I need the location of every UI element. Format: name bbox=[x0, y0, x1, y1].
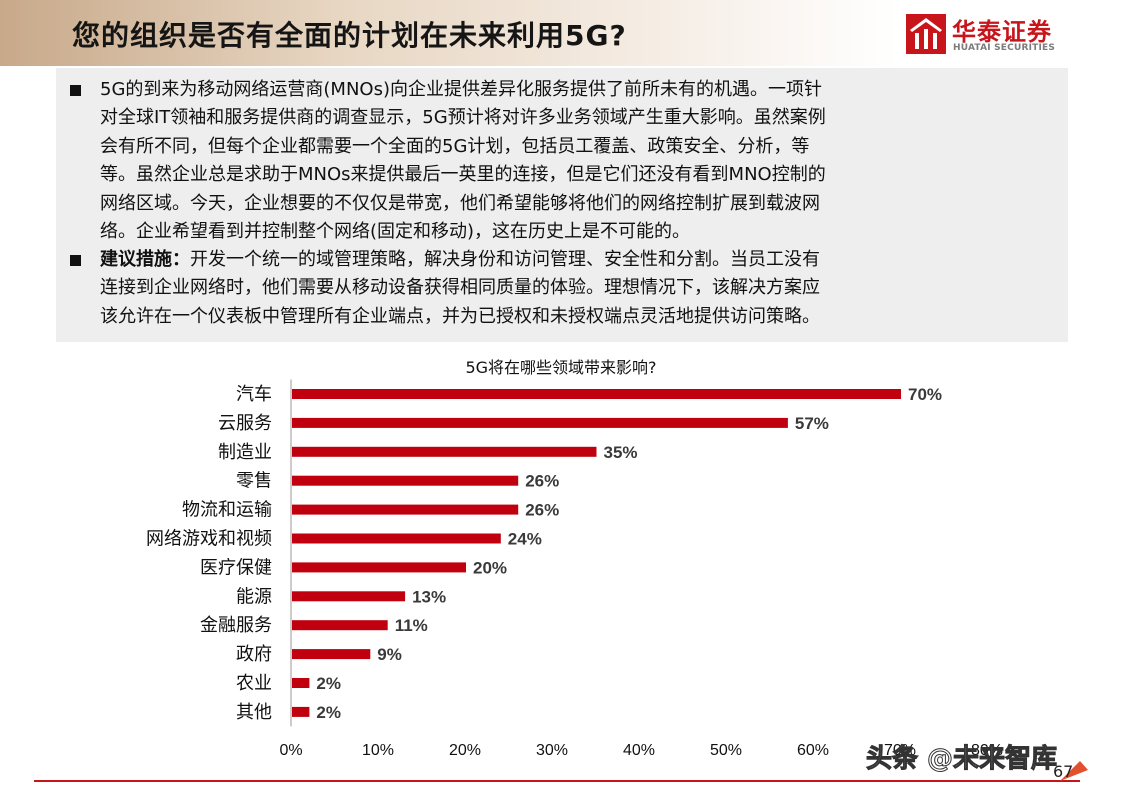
paragraph-1-line: 网络区域。今天，企业想要的不仅仅是带宽，他们希望能够将他们的网络控制扩展到载波网 bbox=[100, 192, 820, 214]
data-label: 2% bbox=[316, 703, 341, 722]
bar bbox=[292, 562, 466, 573]
bar bbox=[292, 591, 406, 602]
x-tick-label: 40% bbox=[623, 742, 655, 759]
category-label: 零售 bbox=[236, 471, 272, 492]
huatai-logo-mark-icon bbox=[906, 14, 946, 54]
paragraph-1-line: 对全球IT领袖和服务提供商的调查显示，5G预计将对许多业务领域产生重大影响。虽然… bbox=[100, 107, 826, 129]
data-label: 24% bbox=[508, 530, 542, 549]
bar bbox=[292, 533, 501, 544]
data-label: 11% bbox=[395, 616, 428, 635]
category-label: 农业 bbox=[236, 673, 272, 694]
data-label: 2% bbox=[316, 674, 341, 693]
data-label: 13% bbox=[412, 587, 446, 606]
page-title: 您的组织是否有全面的计划在未来利用5G? bbox=[72, 19, 627, 52]
paragraph-1-line: 络。企业希望看到并控制整个网络(固定和移动)，这在历史上是不可能的。 bbox=[100, 221, 691, 242]
bar bbox=[292, 417, 788, 428]
chart-title: 5G将在哪些领域带来影响? bbox=[465, 358, 657, 377]
bar bbox=[292, 706, 310, 717]
x-tick-label: 60% bbox=[797, 742, 829, 759]
bullet-square-icon bbox=[70, 255, 81, 266]
bar bbox=[292, 475, 519, 486]
x-tick-label: 50% bbox=[710, 742, 742, 759]
data-label: 26% bbox=[525, 472, 559, 491]
category-label: 能源 bbox=[236, 586, 272, 607]
category-label: 金融服务 bbox=[200, 615, 272, 636]
bullet-square-icon bbox=[70, 85, 81, 96]
page-number: 67 bbox=[1053, 762, 1074, 781]
paragraph-2-line: 连接到企业网络时，他们需要从移动设备获得相同质量的体验。理想情况下，该解决方案应 bbox=[100, 277, 820, 299]
paragraph-2-line: 建议措施：开发一个统一的域管理策略，解决身份和访问管理、安全性和分割。当员工没有 bbox=[100, 246, 820, 274]
huatai-logo: 华泰证券 HUATAI SECURITIES bbox=[906, 12, 1076, 58]
footer-arrow-icon bbox=[1060, 761, 1088, 781]
category-label: 政府 bbox=[236, 644, 272, 665]
recommendation-text: 开发一个统一的域管理策略，解决身份和访问管理、安全性和分割。当员工没有 bbox=[190, 249, 820, 270]
summary-textbox: 5G的到来为移动网络运营商(MNOs)向企业提供差异化服务提供了前所未有的机遇。… bbox=[56, 68, 1068, 342]
x-tick-label: 30% bbox=[536, 742, 568, 759]
logo-chinese-name: 华泰证券 bbox=[952, 18, 1052, 46]
x-tick-label: 70% bbox=[884, 742, 916, 759]
recommendation-label: 建议措施： bbox=[100, 249, 190, 270]
category-label: 汽车 bbox=[236, 384, 272, 405]
paragraph-1-line: 等。虽然企业总是求助于MNOs来提供最后一英里的连接，但是它们还没有看到MNO控… bbox=[100, 164, 826, 186]
data-label: 35% bbox=[604, 443, 638, 462]
category-label: 医疗保健 bbox=[200, 557, 272, 578]
bar bbox=[292, 446, 597, 457]
logo-english-name: HUATAI SECURITIES bbox=[953, 43, 1056, 53]
paragraph-1-line: 5G的到来为移动网络运营商(MNOs)向企业提供差异化服务提供了前所未有的机遇。… bbox=[100, 79, 822, 100]
bar bbox=[292, 504, 519, 515]
bar bbox=[292, 649, 371, 660]
x-tick-label: 20% bbox=[449, 742, 481, 759]
data-label: 26% bbox=[525, 501, 559, 520]
data-label: 57% bbox=[795, 414, 829, 433]
paragraph-1-line: 会有所不同，但每个企业都需要一个全面的5G计划，包括员工覆盖、政策安全、分析，等 bbox=[100, 135, 810, 157]
category-label: 云服务 bbox=[218, 413, 272, 434]
bar bbox=[292, 678, 310, 688]
watermark: 头条 @未来智库 bbox=[865, 744, 1058, 775]
category-label: 制造业 bbox=[218, 442, 272, 463]
data-label: 9% bbox=[377, 645, 402, 664]
bar bbox=[292, 389, 901, 399]
x-tick-label: 80% bbox=[971, 742, 1003, 759]
bar bbox=[292, 620, 388, 631]
data-label: 70% bbox=[908, 385, 942, 404]
category-label: 网络游戏和视频 bbox=[146, 529, 272, 550]
x-tick-label: 10% bbox=[362, 742, 394, 759]
x-tick-label: 0% bbox=[279, 742, 302, 759]
category-label: 物流和运输 bbox=[182, 500, 272, 521]
category-label: 其他 bbox=[236, 702, 272, 723]
data-label: 20% bbox=[473, 558, 507, 577]
paragraph-2-line: 该允许在一个仪表板中管理所有企业端点，并为已授权和未授权端点灵活地提供访问策略。 bbox=[100, 305, 820, 327]
